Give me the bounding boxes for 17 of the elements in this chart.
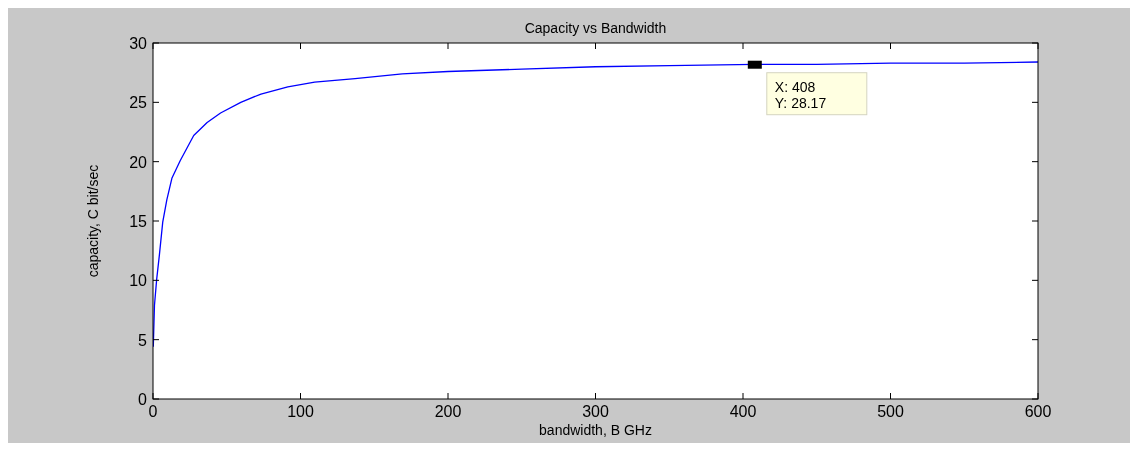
x-tick-label: 200 bbox=[434, 403, 462, 420]
x-axis-title: bandwidth, B GHz bbox=[539, 422, 652, 438]
y-tick-label: 20 bbox=[129, 153, 148, 171]
y-tick-label: 5 bbox=[138, 331, 148, 349]
x-tick-label: 100 bbox=[287, 403, 314, 420]
x-tick-label: 500 bbox=[877, 403, 904, 420]
y-axis-title: capacity, C bit/sec bbox=[85, 164, 101, 278]
x-tick-label: 600 bbox=[1024, 403, 1052, 420]
y-tick-label: 30 bbox=[129, 35, 148, 52]
x-tick-label: 400 bbox=[729, 403, 757, 420]
y-tick-label: 10 bbox=[129, 272, 148, 290]
y-tick-label: 15 bbox=[129, 213, 148, 230]
y-tick-label: 0 bbox=[138, 391, 148, 408]
x-tick-label: 300 bbox=[582, 403, 609, 420]
annotation: X: 408 Y: 28.17 bbox=[774, 78, 827, 111]
chart-title: Capacity vs Bandwidth bbox=[524, 20, 667, 36]
y-tick-label: 25 bbox=[129, 94, 148, 112]
